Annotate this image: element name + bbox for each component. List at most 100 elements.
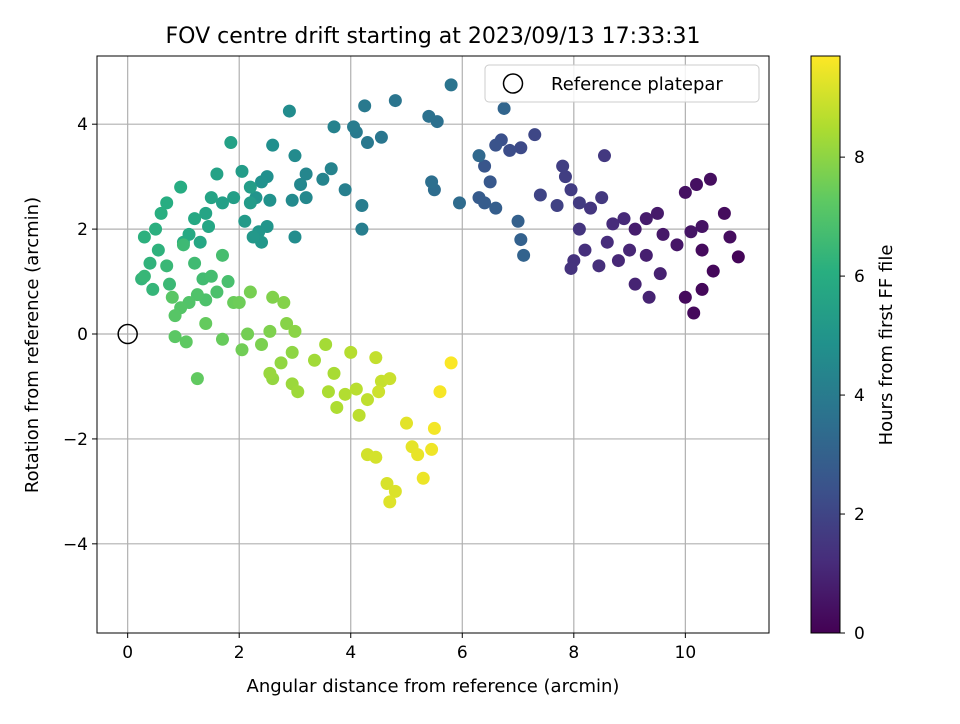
data-point xyxy=(263,324,277,338)
grid xyxy=(97,56,769,633)
data-point xyxy=(653,267,667,281)
data-point xyxy=(433,385,447,399)
data-point xyxy=(564,183,578,197)
colorbar-label: Hours from first FF file xyxy=(876,245,897,446)
data-point xyxy=(388,484,402,498)
data-point xyxy=(299,167,313,181)
data-point xyxy=(489,138,503,152)
data-point xyxy=(642,290,656,304)
data-point xyxy=(344,345,358,359)
legend-label: Reference platepar xyxy=(551,74,723,95)
data-point xyxy=(606,217,620,231)
data-point xyxy=(517,248,531,262)
data-point xyxy=(199,317,213,331)
x-axis-label: Angular distance from reference (arcmin) xyxy=(247,676,620,697)
data-point xyxy=(263,193,277,207)
data-point xyxy=(165,290,179,304)
data-point xyxy=(717,206,731,220)
data-point xyxy=(628,222,642,236)
data-point xyxy=(556,159,570,173)
data-point xyxy=(321,385,335,399)
data-point xyxy=(285,193,299,207)
data-point xyxy=(514,233,528,247)
data-point xyxy=(202,219,216,233)
data-point xyxy=(425,442,439,456)
data-point xyxy=(160,196,174,210)
colorbar-ticks: 0 2 4 6 8 xyxy=(840,148,865,644)
data-point xyxy=(695,243,709,257)
data-point xyxy=(193,235,207,249)
data-point xyxy=(179,335,193,349)
data-point xyxy=(600,235,614,249)
data-point xyxy=(274,356,288,370)
data-point xyxy=(695,219,709,233)
data-point xyxy=(639,212,653,226)
data-point xyxy=(503,143,517,157)
data-point xyxy=(360,136,374,150)
data-point xyxy=(584,201,598,215)
data-point xyxy=(285,345,299,359)
y-tick-label: 4 xyxy=(77,115,88,135)
data-point xyxy=(511,214,525,228)
data-point xyxy=(204,269,218,283)
data-point xyxy=(288,230,302,244)
y-axis-label: Rotation from reference (arcmin) xyxy=(22,197,43,493)
data-point xyxy=(427,421,441,435)
data-point xyxy=(243,196,257,210)
data-point xyxy=(690,178,704,192)
data-point xyxy=(227,191,241,205)
data-point xyxy=(174,180,188,194)
data-point xyxy=(483,175,497,189)
y-tick-label: 2 xyxy=(77,220,88,240)
data-point xyxy=(215,332,229,346)
data-point xyxy=(137,230,151,244)
data-point xyxy=(160,259,174,273)
data-point xyxy=(243,285,257,299)
data-point xyxy=(243,180,257,194)
data-point xyxy=(330,400,344,414)
data-point xyxy=(678,290,692,304)
data-point xyxy=(572,196,586,210)
data-point xyxy=(137,269,151,283)
data-point xyxy=(360,393,374,407)
data-point xyxy=(478,159,492,173)
data-point xyxy=(221,275,235,289)
colorbar-tick-label: 6 xyxy=(854,267,865,287)
data-point xyxy=(188,212,202,226)
data-point xyxy=(319,338,333,351)
data-point xyxy=(533,188,547,202)
data-point xyxy=(623,243,637,257)
data-point xyxy=(564,261,578,275)
data-point xyxy=(210,285,224,299)
data-point xyxy=(224,136,238,150)
data-point xyxy=(280,317,294,331)
data-point xyxy=(611,254,625,268)
data-point xyxy=(597,149,611,163)
data-point xyxy=(369,351,383,365)
data-point xyxy=(255,175,269,189)
data-point xyxy=(307,353,321,367)
data-point xyxy=(497,101,511,115)
data-point xyxy=(235,343,249,357)
data-point xyxy=(154,206,168,220)
data-point xyxy=(288,324,302,338)
data-point xyxy=(324,162,338,176)
reference-platepar-marker xyxy=(117,323,138,345)
data-point xyxy=(299,191,313,205)
data-point xyxy=(478,196,492,210)
data-point xyxy=(695,282,709,296)
legend: Reference platepar xyxy=(484,64,760,103)
y-tick-label: −4 xyxy=(63,535,88,555)
colorbar-tick-label: 8 xyxy=(854,148,865,168)
colorbar-tick-label: 2 xyxy=(854,505,865,525)
data-point xyxy=(558,170,572,184)
data-point xyxy=(291,385,305,399)
data-point xyxy=(266,138,280,152)
data-point xyxy=(263,366,277,380)
data-point xyxy=(422,109,436,123)
data-point xyxy=(352,408,366,422)
data-point xyxy=(210,167,224,181)
data-point xyxy=(687,306,701,320)
